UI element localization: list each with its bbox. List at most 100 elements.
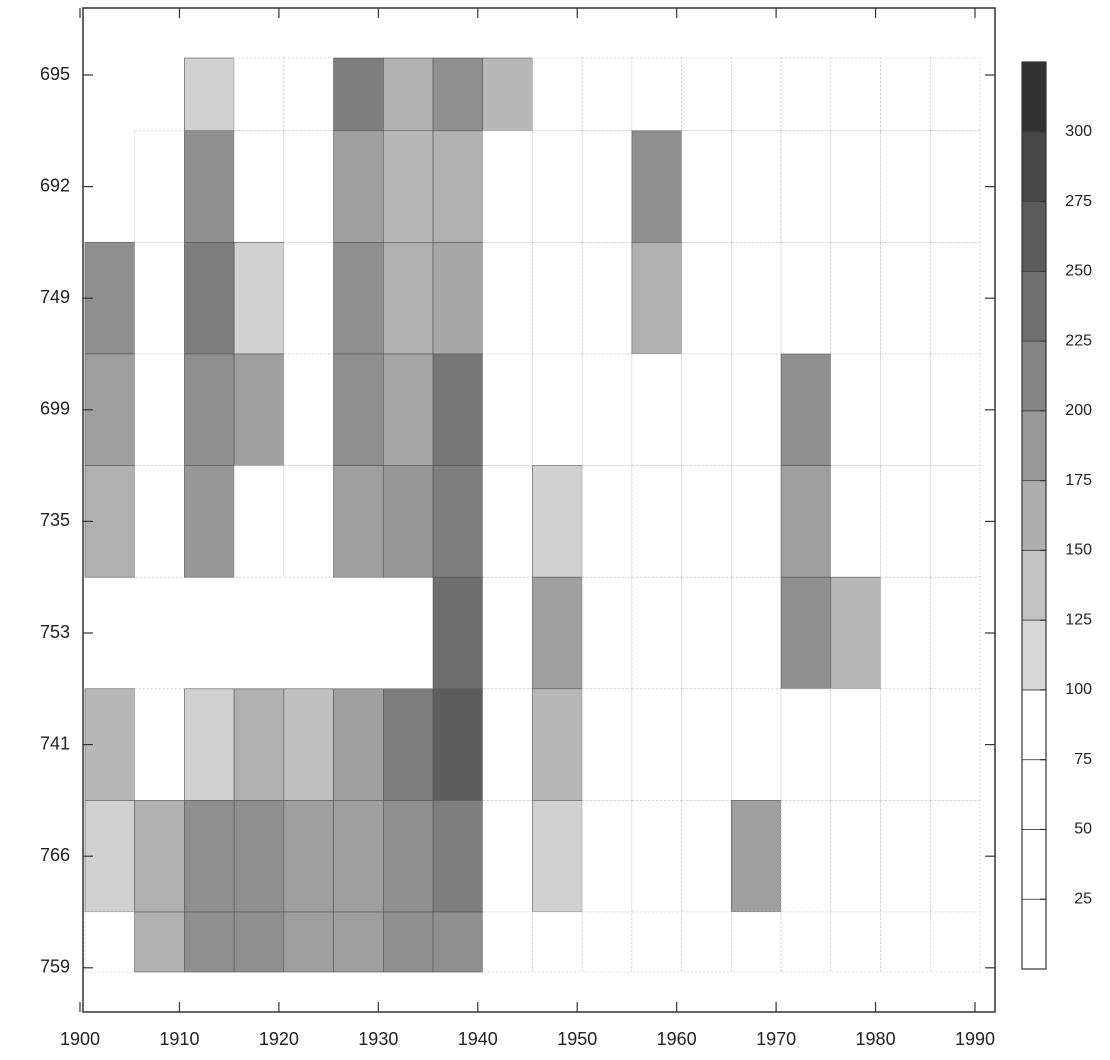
heat-cell — [929, 57, 981, 132]
heat-cell — [780, 242, 832, 355]
heat-cell — [581, 242, 633, 355]
heat-cell — [929, 242, 981, 355]
heat-cell — [780, 353, 832, 466]
heat-cell — [880, 130, 931, 243]
heat-cell — [830, 465, 881, 578]
heat-cell — [880, 242, 931, 355]
colorbar-label: 25 — [1074, 890, 1092, 907]
heat-cell — [283, 353, 334, 466]
y-tick-label: 735 — [40, 510, 70, 530]
plot-frame — [82, 7, 996, 1013]
heat-cell — [233, 57, 285, 132]
heat-cell — [184, 57, 235, 132]
heat-cell — [731, 800, 782, 913]
colorbar-segment — [1021, 201, 1047, 272]
heat-cell — [432, 800, 484, 913]
heat-cell — [233, 911, 285, 973]
heat-cell — [482, 242, 533, 355]
y-tick-label: 766 — [40, 845, 70, 865]
y-tick-label: 692 — [40, 175, 70, 195]
heat-cell — [681, 800, 732, 913]
heat-cell — [134, 688, 185, 801]
heat-cell — [134, 800, 185, 913]
colorbar-segment — [1021, 61, 1047, 133]
heat-cell — [184, 465, 235, 578]
heat-cell — [681, 57, 732, 132]
heat-cell — [233, 465, 285, 578]
heat-cell — [731, 911, 782, 973]
colorbar-label: 175 — [1065, 472, 1092, 489]
heat-cell — [383, 57, 434, 132]
heat-cell — [134, 242, 185, 355]
colorbar-label: 250 — [1065, 263, 1092, 280]
heat-cell — [134, 353, 185, 466]
colorbar-segment — [1021, 340, 1047, 412]
heat-cell — [830, 688, 881, 801]
heat-cell — [929, 130, 981, 243]
heat-cell — [482, 130, 533, 243]
heat-cell — [184, 688, 235, 801]
x-tick-label: 1990 — [955, 1029, 995, 1049]
heat-cell — [581, 130, 633, 243]
heat-cell — [681, 688, 732, 801]
heat-cell — [681, 576, 732, 690]
x-tick-label: 1970 — [756, 1029, 796, 1049]
heat-cell — [383, 242, 434, 355]
colorbar-label: 125 — [1065, 611, 1092, 628]
heat-cell — [432, 57, 484, 132]
heat-cell — [929, 911, 981, 973]
heat-cell — [532, 57, 583, 132]
heat-cell — [333, 57, 384, 132]
heat-cell — [731, 57, 782, 132]
heat-cell — [482, 688, 533, 801]
heat-cell — [134, 130, 185, 243]
heat-cell — [631, 130, 682, 243]
heat-cell — [134, 465, 185, 578]
heat-cell — [283, 465, 334, 578]
heat-cell — [631, 353, 682, 466]
colorbar-label: 200 — [1065, 402, 1092, 419]
heat-cell — [383, 800, 434, 913]
colorbar-segment — [1021, 689, 1047, 761]
heat-cell — [581, 800, 633, 913]
heat-cell — [830, 800, 881, 913]
heat-cell — [631, 242, 682, 355]
heat-cell — [233, 800, 285, 913]
heat-cell — [84, 911, 135, 973]
heat-cell — [581, 911, 633, 973]
heat-cell — [830, 242, 881, 355]
y-tick-label: 749 — [40, 287, 70, 307]
heat-cell — [233, 242, 285, 355]
heat-cell — [84, 353, 135, 466]
heat-cell — [383, 353, 434, 466]
heat-cell — [731, 688, 782, 801]
heat-cell — [880, 688, 931, 801]
heat-cell — [134, 911, 185, 973]
heat-cell — [482, 911, 533, 973]
heat-cell — [830, 57, 881, 132]
heat-cell — [432, 242, 484, 355]
heat-cell — [780, 800, 832, 913]
heat-cell — [233, 130, 285, 243]
colorbar-segment — [1021, 829, 1047, 900]
heat-cell — [482, 353, 533, 466]
heat-cell — [283, 130, 334, 243]
heat-cell — [532, 911, 583, 973]
colorbar-segment — [1021, 549, 1047, 621]
heat-cell — [333, 911, 384, 973]
heat-cell — [233, 353, 285, 466]
heat-cell — [731, 576, 782, 690]
x-tick-label: 1930 — [358, 1029, 398, 1049]
heat-cell — [333, 353, 384, 466]
heat-cell — [532, 800, 583, 913]
heat-cell — [929, 353, 981, 466]
heat-cell — [482, 576, 533, 690]
heat-cell — [184, 911, 235, 973]
heat-cell — [830, 576, 881, 690]
heat-cell — [731, 130, 782, 243]
heat-cell — [681, 242, 732, 355]
heat-cell — [532, 130, 583, 243]
heat-cell — [581, 576, 633, 690]
